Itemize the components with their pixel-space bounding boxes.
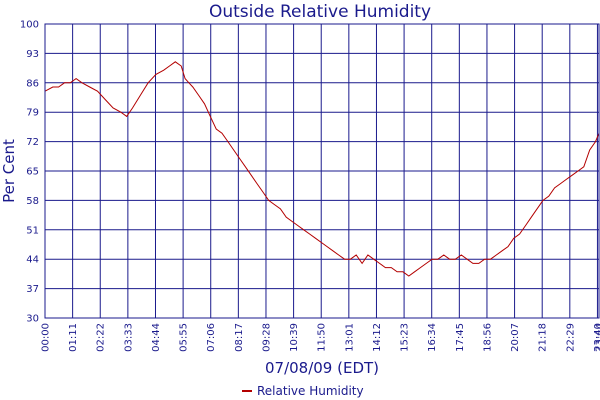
plot-frame bbox=[44, 23, 600, 319]
y-axis-label: Per Cent bbox=[0, 139, 18, 203]
y-tick-label: 58 bbox=[26, 196, 39, 207]
y-tick-label: 86 bbox=[26, 78, 39, 89]
x-tick-label: 00:00 bbox=[41, 323, 52, 352]
x-tick-label: 20:07 bbox=[510, 323, 521, 352]
x-tick-label: 02:22 bbox=[96, 323, 107, 352]
x-tick-label: 08:17 bbox=[234, 323, 245, 352]
y-tick-label: 30 bbox=[26, 314, 39, 325]
series-layer bbox=[44, 61, 600, 277]
legend: Relative Humidity bbox=[242, 384, 364, 398]
x-tick-label: 22:29 bbox=[565, 323, 576, 352]
x-tick-label: 13:01 bbox=[344, 323, 355, 352]
y-tick-label: 79 bbox=[26, 108, 39, 119]
x-tick-label: 17:45 bbox=[455, 323, 466, 352]
x-tick-label: 15:23 bbox=[400, 323, 411, 352]
y-tick-label: 51 bbox=[26, 225, 39, 236]
y-tick-label: 37 bbox=[26, 284, 39, 295]
x-tick-label: 09:28 bbox=[261, 323, 272, 352]
x-axis-label: 07/08/09 (EDT) bbox=[265, 359, 379, 377]
x-tick-label: 04:44 bbox=[151, 323, 162, 352]
x-tick-label: 11:50 bbox=[317, 323, 328, 352]
legend-label: Relative Humidity bbox=[257, 384, 364, 398]
x-tick-label: 16:34 bbox=[427, 323, 438, 352]
x-tick-label: 23:40 bbox=[593, 323, 600, 352]
y-tick-label: 72 bbox=[26, 137, 39, 148]
y-tick-label: 44 bbox=[26, 255, 39, 266]
x-tick-label: 10:39 bbox=[289, 323, 300, 352]
x-tick-label: 14:12 bbox=[372, 323, 383, 352]
x-tick-label: 05:55 bbox=[179, 323, 190, 352]
y-tick-label: 100 bbox=[20, 20, 39, 31]
x-tick-label: 07:06 bbox=[206, 323, 217, 352]
y-tick-label: 65 bbox=[26, 167, 39, 178]
x-tick-label: 01:11 bbox=[68, 323, 79, 352]
x-tick-labels: 00:00 01:11 02:22 03:33 04:44 05:55 07:06 08:17… bbox=[41, 323, 600, 352]
x-tick-label: 03:33 bbox=[123, 323, 134, 352]
series-line-relative-humidity bbox=[44, 61, 600, 277]
x-tick-label: 23:44 bbox=[595, 323, 600, 352]
y-tick-label: 93 bbox=[26, 49, 39, 60]
x-tick-label: 18:56 bbox=[482, 323, 493, 352]
chart-title: Outside Relative Humidity bbox=[209, 2, 431, 22]
x-tick-label: 21:18 bbox=[538, 323, 549, 352]
y-tick-labels: 30 37 44 51 58 65 72 79 86 93 100 bbox=[20, 20, 39, 325]
